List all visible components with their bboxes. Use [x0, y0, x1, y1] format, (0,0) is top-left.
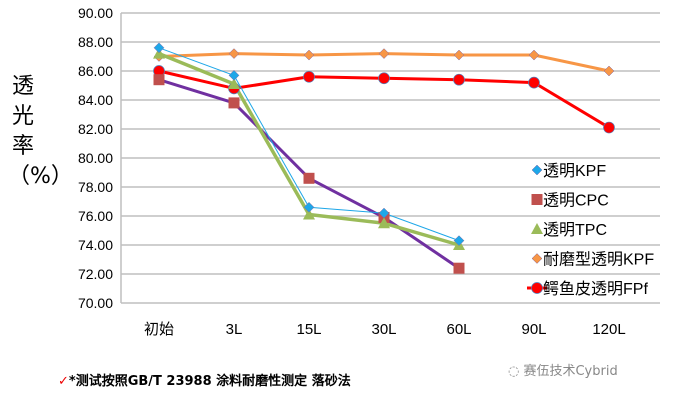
data-point [528, 49, 540, 61]
legend-label: 透明TPC [543, 221, 607, 239]
y-axis-label: 透光率（%） [8, 74, 73, 189]
data-point [378, 207, 390, 219]
data-point [153, 74, 165, 86]
data-point [228, 97, 240, 109]
data-point [378, 48, 390, 59]
data-point [453, 73, 465, 86]
legend-label: 透明KPF [543, 162, 606, 180]
legend-label: 耐磨型透明KPF [543, 251, 654, 269]
data-point [603, 121, 615, 134]
y-tick-label: 70.00 [78, 295, 113, 311]
check-icon: ✓ [58, 374, 69, 389]
y-tick-label: 88.00 [78, 34, 113, 50]
legend-marker [531, 194, 543, 205]
y-tick-label: 80.00 [78, 150, 113, 166]
x-tick-label: 120L [592, 321, 625, 338]
x-tick-label: 90L [521, 321, 546, 338]
data-point [453, 235, 465, 247]
data-point [453, 49, 465, 61]
data-point [303, 70, 315, 83]
y-tick-label: 84.00 [78, 92, 113, 108]
data-point [228, 69, 240, 81]
footnote: ✓*测试按照GB/T 23988 涂料耐磨性测定 落砂法 [58, 370, 351, 389]
x-tick-label: 3L [226, 321, 243, 338]
data-point [153, 42, 165, 54]
data-point [228, 78, 240, 90]
x-tick-label: 初始 [144, 321, 174, 338]
y-tick-label: 82.00 [78, 121, 113, 137]
data-point [228, 48, 240, 59]
data-point [378, 72, 390, 85]
footnote-text: *测试按照GB/T 23988 涂料耐磨性测定 落砂法 [68, 374, 351, 389]
x-tick-label: 30L [371, 321, 396, 338]
data-point [303, 201, 315, 213]
y-tick-label: 90.00 [78, 5, 113, 21]
y-tick-label: 72.00 [78, 266, 113, 282]
data-point [453, 262, 465, 274]
y-tick-label: 74.00 [78, 237, 113, 253]
data-point [603, 65, 615, 77]
data-point [528, 76, 540, 89]
data-point [303, 208, 315, 220]
data-point [303, 172, 315, 184]
legend-label: 透明CPC [543, 192, 609, 210]
legend-marker [531, 164, 543, 176]
data-point [303, 49, 315, 61]
legend-label: 鳄鱼皮透明FPf [543, 280, 648, 298]
x-tick-label: 60L [446, 321, 471, 338]
watermark-text: 赛伍技术Cybrid [523, 364, 618, 379]
data-point [378, 217, 390, 229]
legend-marker [531, 223, 543, 234]
watermark: ◌ 赛伍技术Cybrid [508, 364, 618, 379]
legend-marker [531, 282, 543, 294]
y-tick-label: 76.00 [78, 208, 113, 224]
legend-marker [531, 253, 543, 264]
y-tick-label: 78.00 [78, 179, 113, 195]
x-tick-label: 15L [296, 321, 321, 338]
y-tick-label: 86.00 [78, 63, 113, 79]
